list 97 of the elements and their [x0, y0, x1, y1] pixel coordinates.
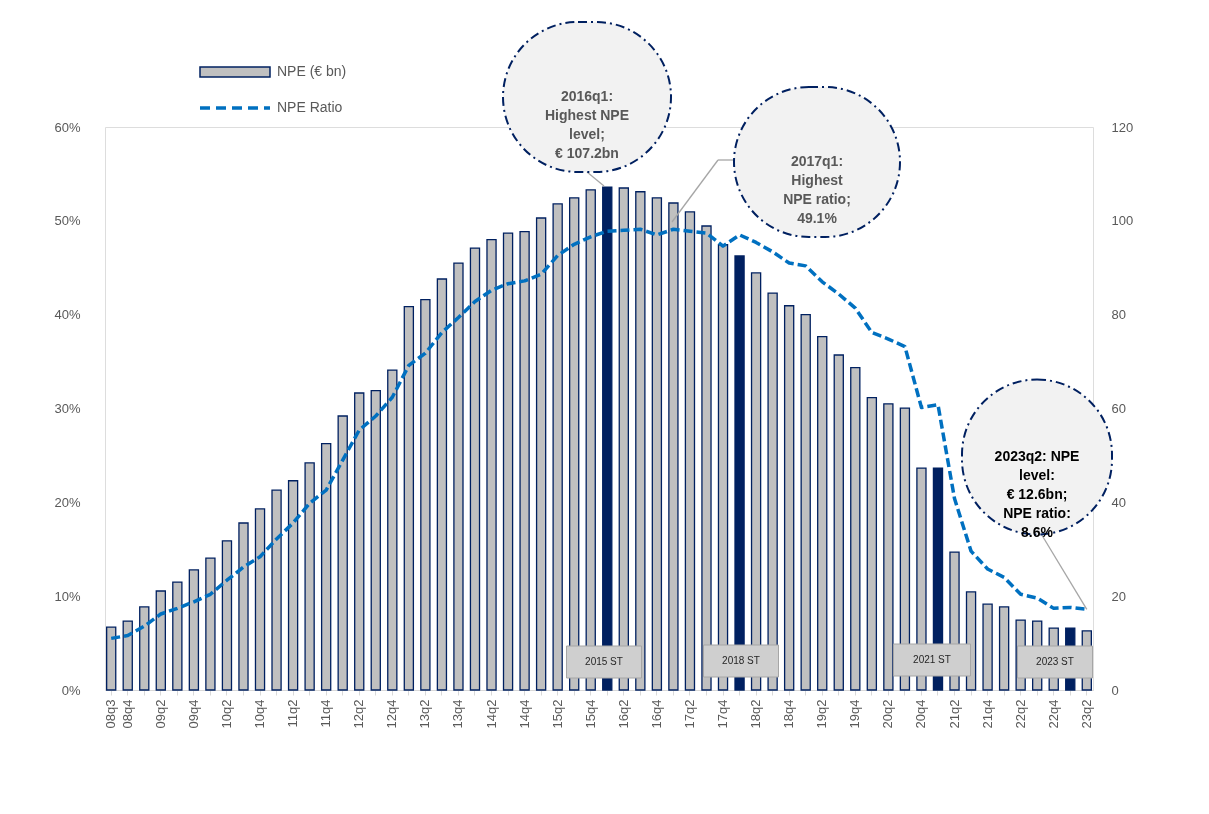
- x-tick-label: 18q4: [781, 699, 797, 729]
- x-tick-label: 15q4: [582, 699, 598, 729]
- bar: [982, 603, 993, 691]
- bar: [651, 197, 663, 691]
- bar: [486, 238, 497, 691]
- legend-label: NPE (€ bn): [277, 63, 347, 79]
- x-tick-label: 09q4: [185, 699, 201, 729]
- bar: [188, 569, 200, 691]
- y-tick-label: 40%: [54, 307, 81, 323]
- x-tick-label: 19q2: [814, 699, 830, 729]
- x-tick-label: 22q2: [1012, 699, 1028, 729]
- bar: [337, 415, 348, 691]
- bar: [106, 626, 117, 691]
- x-tick-label: 20q4: [913, 699, 929, 729]
- bar: [238, 522, 249, 691]
- annotation: 2017q1: Highest NPE ratio; 49.1%: [783, 153, 851, 226]
- bar: [271, 489, 282, 691]
- bar: [453, 262, 464, 691]
- bar: [701, 225, 712, 691]
- y-tick-label: 10%: [54, 588, 81, 604]
- y2-tick-label: 120: [1111, 119, 1134, 135]
- bar: [817, 336, 828, 691]
- bar: [403, 306, 415, 691]
- y2-tick-label: 40: [1111, 494, 1126, 510]
- bar: [420, 299, 431, 691]
- bar: [502, 232, 514, 691]
- x-tick-label: 08q4: [119, 699, 135, 729]
- bar: [370, 390, 381, 691]
- x-tick-label: 18q2: [748, 699, 764, 729]
- x-tick-label: 19q4: [847, 699, 863, 729]
- x-tick-label: 21q4: [979, 699, 995, 729]
- bar: [122, 620, 133, 691]
- bar: [320, 443, 332, 691]
- annotation: 2023q2: NPE level: € 12.6bn; NPE ratio: 8.6%: [994, 448, 1080, 540]
- y-tick-label: 30%: [54, 401, 81, 416]
- bar: [304, 462, 315, 691]
- bar: [155, 590, 166, 691]
- x-tick-label: 13q4: [450, 699, 466, 729]
- x-tick-label: 13q2: [417, 699, 433, 729]
- annotation: 2023 ST: [1036, 656, 1074, 667]
- bar: [287, 480, 299, 691]
- x-tick-label: 11q2: [285, 699, 301, 728]
- bar: [387, 369, 398, 691]
- x-tick-label: 12q2: [351, 699, 367, 729]
- bar: [172, 581, 183, 691]
- y-tick-label: 50%: [54, 213, 81, 229]
- bar: [552, 203, 563, 691]
- x-tick-label: 11q4: [318, 699, 334, 728]
- bar: [205, 557, 216, 691]
- bar: [635, 191, 646, 691]
- x-tick-label: 20q2: [880, 699, 896, 729]
- y2-tick-label: 0: [1111, 682, 1119, 698]
- x-tick-label: 10q4: [252, 699, 268, 729]
- y2-tick-label: 20: [1111, 588, 1126, 604]
- bar: [436, 278, 448, 691]
- x-tick-label: 16q4: [648, 699, 664, 729]
- bar: [833, 354, 844, 691]
- bar: [866, 397, 878, 691]
- y2-tick-label: 80: [1111, 307, 1126, 323]
- bar: [535, 217, 547, 691]
- bar: [221, 540, 233, 691]
- y-tick-label: 60%: [54, 119, 81, 135]
- bar: [800, 314, 811, 691]
- bar: [783, 305, 795, 691]
- x-tick-label: 12q4: [384, 699, 400, 729]
- x-tick-label: 17q4: [715, 699, 731, 729]
- x-tick-label: 15q2: [549, 699, 565, 729]
- x-tick-label: 22q4: [1045, 699, 1061, 729]
- y-tick-label: 20%: [54, 494, 81, 510]
- bar: [767, 292, 778, 691]
- y2-tick-label: 100: [1111, 213, 1134, 229]
- bar: [254, 508, 266, 691]
- x-tick-label: 08q3: [103, 699, 119, 729]
- x-tick-label: 10q2: [218, 699, 234, 729]
- bar: [684, 211, 696, 691]
- bar: [883, 403, 894, 691]
- x-tick-label: 14q2: [483, 699, 499, 729]
- bar: [519, 230, 530, 691]
- bar: [998, 606, 1010, 691]
- x-tick-label: 16q2: [615, 699, 631, 729]
- x-tick-label: 17q2: [681, 699, 697, 729]
- x-tick-label: 23q2: [1078, 699, 1094, 729]
- y-tick-label: 0%: [61, 682, 81, 698]
- legend-label: NPE Ratio: [277, 99, 343, 115]
- x-tick-label: 14q4: [516, 699, 532, 729]
- bar: [354, 392, 365, 691]
- bar: [469, 247, 481, 691]
- annotation: 2021 ST: [913, 654, 951, 665]
- bar: [139, 606, 150, 691]
- bar: [850, 367, 861, 691]
- annotation: 2016q1: Highest NPE level; € 107.2bn: [544, 88, 630, 161]
- annotation: 2018 ST: [722, 655, 760, 666]
- y2-tick-label: 60: [1111, 401, 1126, 416]
- x-tick-label: 21q2: [946, 699, 962, 729]
- bar: [668, 202, 679, 691]
- x-tick-label: 09q2: [152, 699, 168, 729]
- annotation: 2015 ST: [585, 656, 623, 667]
